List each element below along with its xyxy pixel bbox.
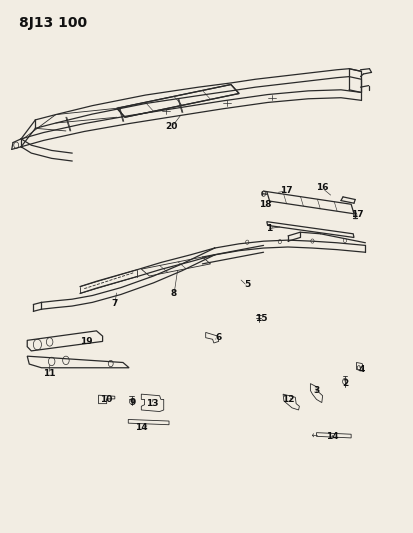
Text: 14: 14: [326, 432, 338, 441]
Polygon shape: [99, 395, 115, 403]
Text: 17: 17: [351, 211, 363, 219]
Text: 6: 6: [216, 333, 222, 342]
Text: 12: 12: [282, 395, 294, 404]
Polygon shape: [316, 433, 351, 438]
Polygon shape: [117, 85, 239, 117]
Polygon shape: [141, 394, 164, 411]
Text: 14: 14: [135, 423, 147, 432]
Text: 18: 18: [259, 200, 272, 209]
Text: 16: 16: [316, 183, 329, 192]
Polygon shape: [206, 333, 219, 343]
Text: 9: 9: [130, 398, 136, 407]
Text: 11: 11: [43, 368, 56, 377]
Text: 1: 1: [266, 224, 273, 233]
Text: 17: 17: [280, 185, 292, 195]
Text: 8: 8: [171, 289, 177, 298]
Text: 20: 20: [166, 122, 178, 131]
Text: 15: 15: [255, 314, 268, 322]
Polygon shape: [356, 362, 363, 371]
Polygon shape: [267, 222, 354, 238]
Text: 19: 19: [80, 337, 93, 346]
Polygon shape: [141, 257, 211, 276]
Text: 2: 2: [342, 379, 348, 388]
Text: 8J13 100: 8J13 100: [19, 16, 87, 30]
Polygon shape: [311, 384, 323, 402]
Polygon shape: [27, 331, 102, 351]
Text: 4: 4: [358, 365, 365, 374]
Polygon shape: [283, 394, 299, 410]
Polygon shape: [128, 419, 169, 425]
Polygon shape: [267, 191, 354, 214]
Text: 13: 13: [147, 399, 159, 408]
Text: 10: 10: [100, 395, 113, 404]
Text: 3: 3: [313, 386, 320, 395]
Text: 5: 5: [244, 280, 250, 289]
Text: 7: 7: [112, 299, 118, 308]
Polygon shape: [27, 356, 129, 368]
